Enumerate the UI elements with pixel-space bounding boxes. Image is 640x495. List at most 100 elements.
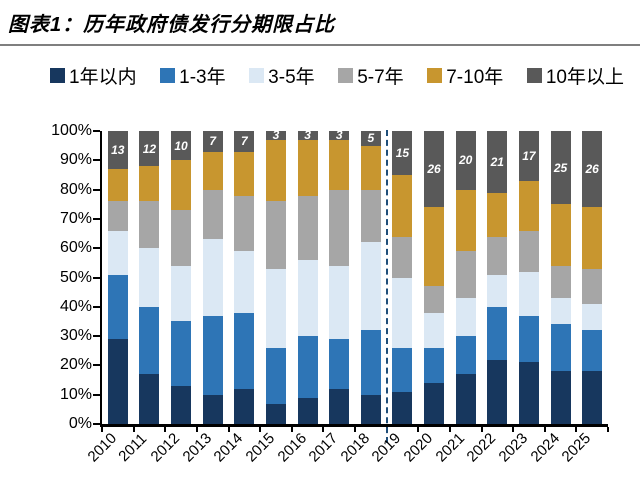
x-tick-mark (417, 427, 420, 432)
y-tick-label: 50% (59, 268, 92, 286)
data-label: 7 (240, 134, 248, 149)
bar-segment: 20 (455, 131, 476, 190)
x-tick-label: 2013 (179, 429, 215, 466)
bar-segment: 7 (234, 131, 255, 152)
bar-segment (487, 274, 508, 307)
y-tick-mark (93, 159, 100, 162)
bar-slot: 3 (323, 128, 355, 424)
bar-segment (297, 397, 318, 424)
bar-segment: 26 (424, 131, 445, 208)
bar-segment (297, 259, 318, 337)
legend-label: 5-7年 (357, 67, 404, 88)
forecast-divider-line (385, 130, 388, 443)
bar-segment (518, 180, 539, 231)
y-tick-label: 90% (59, 151, 92, 169)
x-tick-mark (259, 427, 262, 432)
bar-segment (392, 277, 413, 348)
y-tick-label: 0% (68, 415, 92, 432)
bar-segment (518, 271, 539, 316)
bar-segment (360, 330, 381, 395)
x-tick-label: 2024 (527, 429, 563, 466)
legend-label: 1年以内 (69, 67, 137, 88)
bar-segment: 25 (550, 131, 571, 205)
bar-segment (550, 298, 571, 325)
y-tick-label: 60% (59, 239, 92, 257)
bar-segment: 3 (297, 128, 318, 143)
x-tick-mark (227, 427, 230, 432)
bar-segment (424, 207, 445, 287)
bar-segment (360, 145, 381, 190)
data-label: 10 (174, 138, 188, 153)
x-tick-label: 2025 (558, 429, 595, 466)
bar-segment: 7 (202, 131, 223, 152)
legend-item: 1年以内 (50, 62, 137, 89)
x-tick-label: 2019 (368, 429, 405, 466)
bar-segment (392, 391, 413, 424)
bar-segment (392, 175, 413, 237)
bar-segment: 13 (107, 131, 128, 170)
legend-item: 3-5年 (249, 62, 315, 89)
data-label: 3 (335, 128, 343, 143)
data-label: 12 (142, 141, 157, 156)
bar-segment (550, 324, 571, 372)
bar-segment (518, 315, 539, 363)
y-tick-label: 100% (51, 122, 92, 139)
bar-slot: 17 (513, 131, 545, 424)
x-tick-mark (607, 427, 609, 432)
bar-segment (171, 210, 192, 266)
data-label: 25 (553, 160, 568, 175)
bar-segment (392, 347, 413, 392)
legend-item: 1-3年 (160, 62, 226, 89)
x-tick-label: 2020 (400, 429, 437, 466)
bar-segment (107, 339, 128, 424)
stacked-bar-2018: 5 (360, 131, 381, 424)
bar-segment (297, 336, 318, 398)
bar-segment (329, 388, 350, 424)
bar-segment: 15 (392, 131, 413, 175)
bar-segment (487, 236, 508, 275)
bar-segment: 3 (329, 128, 350, 143)
bar-slot: 7 (197, 131, 229, 424)
bar-slot: 10 (165, 131, 197, 424)
stacked-bar-2024: 25 (550, 131, 571, 424)
legend-swatch (160, 68, 176, 83)
x-tick-label: 2023 (495, 429, 532, 466)
bar-segment (455, 251, 476, 299)
bar-segment (171, 385, 192, 424)
bar-segment (265, 139, 286, 202)
stacked-bar-2020: 26 (424, 131, 445, 424)
x-tick-label: 2016 (274, 429, 310, 466)
bar-segment (424, 312, 445, 348)
data-label: 3 (304, 128, 311, 143)
bar-segment (297, 139, 318, 196)
bar-segment (550, 371, 571, 424)
y-tick-label: 20% (59, 356, 92, 374)
bar-segment (360, 242, 381, 331)
x-tick-mark (448, 427, 451, 432)
y-tick-label: 30% (59, 327, 92, 345)
x-tick-mark (354, 427, 356, 432)
bar-segment (550, 265, 571, 299)
bar-segment (582, 371, 603, 424)
data-label: 7 (209, 134, 217, 149)
x-tick-label: 2018 (337, 429, 373, 466)
legend-label: 1-3年 (179, 67, 226, 88)
data-label: 13 (111, 143, 125, 158)
legend-swatch (249, 68, 265, 83)
stacked-bar-2010: 13 (107, 131, 128, 424)
bar-segment (234, 251, 255, 313)
bar-slot: 26 (418, 131, 450, 424)
bar-segment (487, 359, 508, 424)
x-tick-mark (290, 427, 293, 432)
bar-segment (107, 230, 128, 275)
data-label: 3 (272, 128, 280, 143)
stacked-bar-2016: 3 (297, 128, 318, 424)
bar-segment (202, 394, 223, 424)
bar-segment (329, 189, 350, 266)
legend-swatch (526, 68, 542, 83)
y-tick-mark (93, 130, 100, 132)
bar-slot: 3 (292, 128, 324, 424)
data-label: 21 (490, 154, 504, 169)
y-tick-mark (93, 305, 100, 308)
